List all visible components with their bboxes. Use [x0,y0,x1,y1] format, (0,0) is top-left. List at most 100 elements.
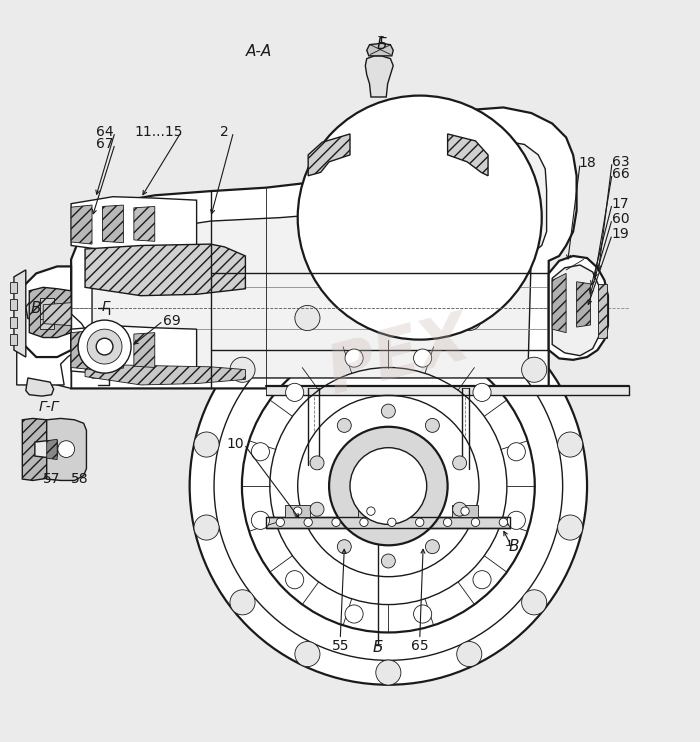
Polygon shape [26,301,54,319]
Polygon shape [47,418,86,481]
Text: Б: Б [372,640,383,654]
Text: В: В [509,539,519,554]
Circle shape [286,571,304,589]
Circle shape [194,432,219,457]
Circle shape [295,306,320,330]
Circle shape [58,441,75,458]
Circle shape [508,511,526,529]
Polygon shape [26,378,54,396]
Polygon shape [85,244,246,296]
Polygon shape [71,197,197,251]
Circle shape [376,287,401,312]
Circle shape [382,554,395,568]
Polygon shape [102,332,123,368]
Text: 65: 65 [411,640,428,654]
Polygon shape [40,298,54,319]
Circle shape [337,418,351,433]
Bar [10,317,17,328]
Polygon shape [447,134,488,176]
Circle shape [453,502,467,516]
Polygon shape [552,273,566,332]
Circle shape [508,443,526,461]
Polygon shape [598,284,607,338]
Circle shape [230,590,255,615]
Circle shape [456,306,482,330]
Polygon shape [71,108,577,388]
Circle shape [345,605,363,623]
Polygon shape [17,307,88,385]
Text: Б: Б [376,37,386,52]
Circle shape [414,605,432,623]
Circle shape [298,395,479,577]
Text: 19: 19 [612,227,629,241]
Polygon shape [22,305,71,388]
Text: 58: 58 [71,472,88,486]
Circle shape [473,384,491,401]
Circle shape [251,443,270,461]
Text: 66: 66 [612,167,629,181]
Text: 69: 69 [163,314,181,328]
Circle shape [471,518,480,527]
Circle shape [96,338,113,355]
Circle shape [242,340,535,632]
Text: Г: Г [102,300,110,314]
Bar [358,505,384,517]
Bar [266,517,510,528]
Text: 10: 10 [226,437,244,451]
Polygon shape [367,43,393,56]
Circle shape [295,642,320,666]
Circle shape [230,357,255,382]
Circle shape [332,518,340,527]
Circle shape [190,287,587,685]
Text: 64: 64 [96,125,113,139]
Circle shape [426,418,440,433]
Circle shape [414,349,432,367]
Bar [10,282,17,293]
Text: 67: 67 [96,137,113,151]
Circle shape [382,404,395,418]
Text: 18: 18 [578,157,596,170]
Circle shape [276,518,284,527]
Circle shape [388,518,396,527]
Circle shape [337,539,351,554]
Text: 57: 57 [43,472,60,486]
Bar [266,387,629,395]
Text: РЕХ: РЕХ [320,306,477,408]
Bar [10,299,17,310]
Circle shape [453,456,467,470]
Polygon shape [71,205,92,244]
Text: 17: 17 [612,197,629,211]
Circle shape [461,507,469,516]
Text: 2: 2 [220,125,229,139]
Polygon shape [365,56,393,97]
Circle shape [426,539,440,554]
Bar [452,505,477,517]
Polygon shape [71,326,197,375]
Text: В: В [31,301,41,316]
Circle shape [194,515,219,540]
Polygon shape [14,270,26,357]
Polygon shape [71,331,92,370]
Circle shape [298,96,542,340]
Polygon shape [102,205,123,243]
Circle shape [558,432,582,457]
Polygon shape [552,265,600,355]
Polygon shape [29,287,71,338]
Circle shape [522,590,547,615]
Circle shape [456,642,482,666]
Circle shape [304,518,312,527]
Polygon shape [22,418,47,481]
Text: 60: 60 [612,212,629,226]
Circle shape [293,507,302,516]
Polygon shape [22,266,71,357]
Bar [285,505,310,517]
Polygon shape [40,298,54,329]
Polygon shape [549,256,608,360]
Polygon shape [134,332,155,367]
Text: 55: 55 [332,640,349,654]
Circle shape [87,329,122,364]
Circle shape [443,518,452,527]
Circle shape [286,384,304,401]
Circle shape [329,427,447,545]
Circle shape [367,507,375,516]
